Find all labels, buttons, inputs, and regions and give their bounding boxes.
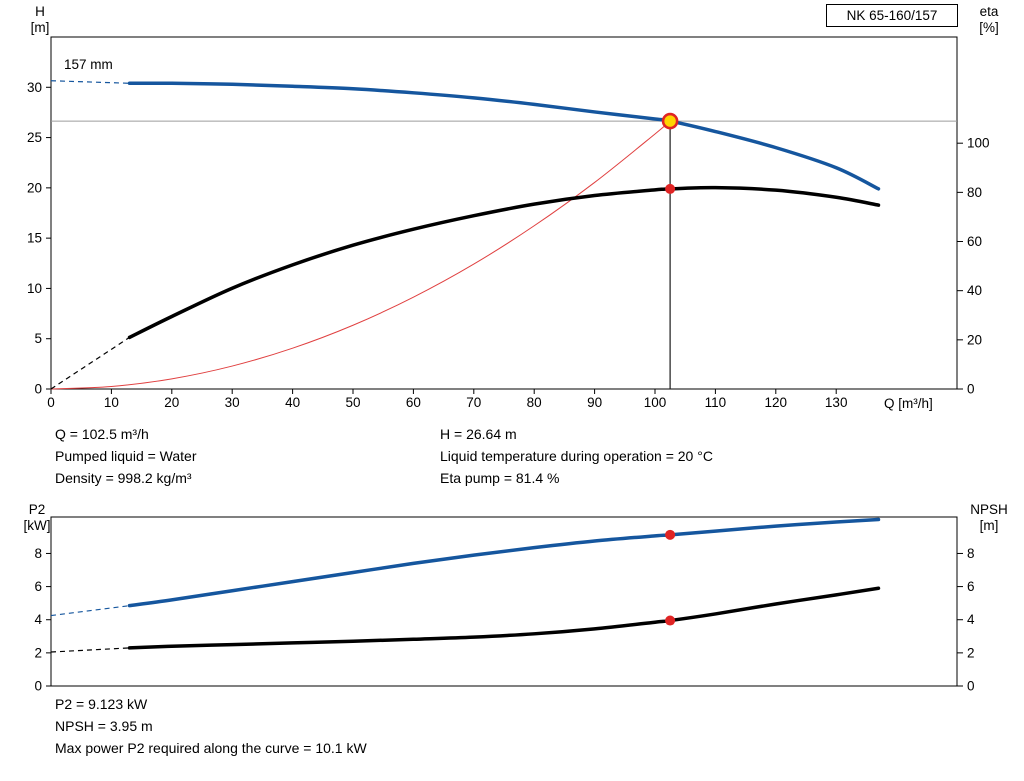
x-tick-label: 0 bbox=[47, 395, 55, 410]
h-axis-label: H [m] bbox=[22, 4, 58, 36]
x-tick-label: 60 bbox=[406, 395, 421, 410]
system-curve bbox=[50, 120, 671, 390]
y-left-tick-label: 30 bbox=[27, 80, 42, 95]
y-right-tick-label: 80 bbox=[967, 185, 982, 200]
info-max-power: Max power P2 required along the curve = … bbox=[55, 740, 367, 756]
p2-axis-label: P2 [kW] bbox=[14, 502, 60, 534]
y-right-tick-label: 8 bbox=[967, 546, 975, 561]
h-axis-label-symbol: H bbox=[35, 4, 45, 19]
y-left-tick-label: 0 bbox=[34, 382, 42, 397]
p2-curve-dashed-lead bbox=[50, 605, 130, 617]
plot-frame bbox=[50, 36, 958, 390]
y-right-tick-label: 100 bbox=[967, 136, 990, 151]
pump-curve-157mm-dashed-lead bbox=[50, 80, 130, 84]
npsh-curve-dashed-lead bbox=[50, 647, 130, 653]
y-right-tick-label: 4 bbox=[967, 612, 975, 627]
y-right-tick-label: 0 bbox=[967, 679, 975, 694]
power-npsh-info: P2 = 9.123 kW NPSH = 3.95 m Max power P2… bbox=[55, 693, 367, 759]
info-density: Density = 998.2 kg/m³ bbox=[55, 470, 192, 486]
eta-axis-label: eta [%] bbox=[967, 4, 1011, 36]
h-axis-label-unit: [m] bbox=[30, 20, 50, 35]
eta-axis-label-symbol: eta bbox=[979, 4, 999, 19]
y-right-tick-label: 20 bbox=[967, 332, 982, 347]
info-eta-pump: Eta pump = 81.4 % bbox=[440, 470, 560, 486]
y-left-tick-label: 2 bbox=[34, 645, 42, 660]
duty-info-right: H = 26.64 m Liquid temperature during op… bbox=[440, 423, 713, 489]
p2-axis-label-unit: [kW] bbox=[23, 518, 51, 533]
x-tick-label: 10 bbox=[104, 395, 119, 410]
x-tick-label: 120 bbox=[765, 395, 788, 410]
y-left-tick-label: 4 bbox=[34, 612, 42, 627]
y-right-tick-label: 6 bbox=[967, 579, 975, 594]
duty-point-marker[interactable] bbox=[661, 112, 679, 130]
x-tick-label: 30 bbox=[225, 395, 240, 410]
y-left-tick-label: 6 bbox=[34, 579, 42, 594]
y-left-tick-label: 5 bbox=[34, 331, 42, 346]
plot-frame bbox=[50, 516, 958, 687]
npsh-axis-label-symbol: NPSH bbox=[970, 502, 1008, 517]
y-left-tick-label: 25 bbox=[27, 130, 42, 145]
p2-npsh-chart: 0 2 4 6 8 0 2 4 6 8 bbox=[34, 516, 975, 694]
npsh-axis-label-unit: [m] bbox=[979, 518, 999, 533]
info-pumped-liquid: Pumped liquid = Water bbox=[55, 448, 197, 464]
y-right-tick-label: 0 bbox=[967, 382, 975, 397]
y-left-tick-label: 20 bbox=[27, 180, 42, 195]
y-right-tick-label: 2 bbox=[967, 645, 975, 660]
y-right-tick-label: 40 bbox=[967, 283, 982, 298]
eta-axis-label-unit: [%] bbox=[979, 20, 999, 35]
p2-curve bbox=[127, 517, 881, 608]
y-left-tick-label: 10 bbox=[27, 281, 42, 296]
qh-eta-chart: 0 10 20 30 40 50 60 70 80 90 100 110 120 130 0 5 10 15 20 2… bbox=[27, 36, 990, 410]
x-tick-label: 130 bbox=[825, 395, 848, 410]
pump-curve-157mm bbox=[127, 81, 881, 191]
x-tick-label: 70 bbox=[466, 395, 481, 410]
x-tick-label: 110 bbox=[705, 395, 727, 410]
y-left-tick-label: 0 bbox=[34, 679, 42, 694]
duty-info-left: Q = 102.5 m³/h Pumped liquid = Water Den… bbox=[55, 423, 197, 489]
q-axis-label: Q [m³/h] bbox=[884, 396, 933, 411]
x-tick-label: 20 bbox=[164, 395, 179, 410]
x-tick-label: 90 bbox=[587, 395, 602, 410]
info-p2: P2 = 9.123 kW bbox=[55, 696, 148, 712]
x-tick-label: 50 bbox=[345, 395, 360, 410]
p2-axis-label-symbol: P2 bbox=[28, 502, 46, 517]
y-left-tick-label: 15 bbox=[27, 231, 42, 246]
x-tick-label: 40 bbox=[285, 395, 300, 410]
eta-duty-marker bbox=[665, 183, 676, 194]
npsh-axis-label: NPSH [m] bbox=[960, 502, 1018, 534]
x-tick-label: 100 bbox=[644, 395, 667, 410]
info-npsh: NPSH = 3.95 m bbox=[55, 718, 153, 734]
npsh-duty-marker bbox=[665, 615, 676, 626]
info-h: H = 26.64 m bbox=[440, 426, 517, 442]
info-q: Q = 102.5 m³/h bbox=[55, 426, 149, 442]
y-left-tick-label: 8 bbox=[34, 546, 42, 561]
info-liquid-temperature: Liquid temperature during operation = 20… bbox=[440, 448, 713, 464]
y-right-tick-label: 60 bbox=[967, 234, 982, 249]
npsh-curve bbox=[127, 586, 881, 650]
p2-duty-marker bbox=[665, 529, 676, 540]
efficiency-curve bbox=[127, 185, 881, 340]
impeller-diameter-label: 157 mm bbox=[64, 57, 113, 72]
pump-model-box: NK 65-160/157 bbox=[826, 4, 958, 27]
x-tick-label: 80 bbox=[527, 395, 542, 410]
efficiency-curve-dashed-lead bbox=[50, 336, 130, 390]
